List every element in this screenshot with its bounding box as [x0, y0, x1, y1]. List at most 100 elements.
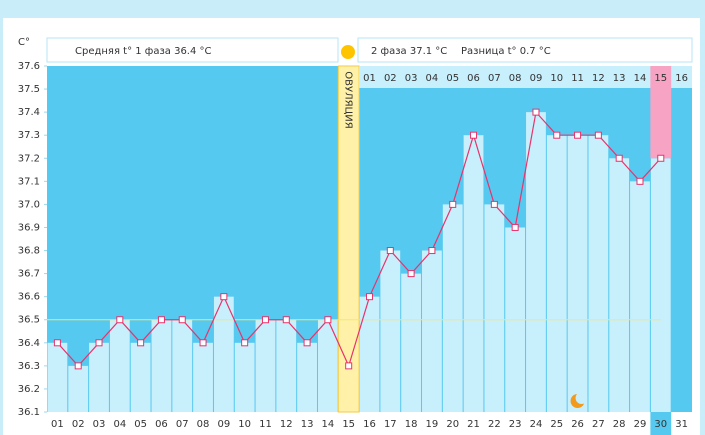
phase2-label-highlight	[650, 66, 672, 88]
column-bar	[130, 342, 151, 412]
point-marker	[95, 339, 103, 347]
phase1-text: Средняя t° 1 фаза 36.4 °C	[75, 46, 212, 57]
point-marker	[241, 339, 249, 347]
point-marker	[449, 200, 457, 208]
x-label-highlight	[650, 412, 672, 435]
highlight-block	[650, 66, 672, 159]
y-axis-label: C°	[18, 37, 30, 48]
y-tick-label: 36.3	[18, 361, 40, 372]
point-marker	[178, 316, 186, 324]
ovulation-column	[337, 65, 360, 413]
point-marker	[407, 270, 415, 278]
phase2-label: 06	[467, 73, 480, 84]
column-bar	[234, 342, 255, 412]
point-marker	[636, 177, 644, 185]
x-tick-label: 21	[467, 419, 480, 430]
difference-text: Разница t° 0.7 °C	[461, 46, 551, 57]
x-tick-label: 09	[217, 419, 230, 430]
column-bar	[109, 319, 130, 412]
point-marker	[220, 293, 228, 301]
column-bar	[442, 204, 463, 412]
x-tick-label: 26	[571, 419, 584, 430]
x-tick-label: 24	[530, 419, 543, 430]
point-marker	[553, 131, 561, 139]
y-tick-label: 37.1	[18, 176, 40, 187]
phase2-label: 04	[426, 73, 439, 84]
point-marker	[532, 108, 540, 116]
column-bar	[609, 158, 630, 412]
column-bar	[47, 342, 68, 412]
phase2-label: 01	[363, 73, 376, 84]
x-tick-label: 03	[93, 419, 106, 430]
phase2-text: 2 фаза 37.1 °C	[371, 46, 447, 57]
point-marker	[574, 131, 582, 139]
y-tick-label: 36.6	[18, 292, 40, 303]
column-bar	[650, 158, 671, 412]
column-bar	[463, 135, 484, 412]
x-tick-label: 23	[509, 419, 522, 430]
phase1-box	[46, 37, 339, 63]
point-marker	[157, 316, 165, 324]
phase2-label: 09	[530, 73, 543, 84]
x-tick-label: 07	[176, 419, 189, 430]
phase2-label: 16	[675, 73, 688, 84]
point-marker	[511, 223, 519, 231]
column-bar	[546, 135, 567, 412]
x-tick-label: 29	[634, 419, 647, 430]
column-bar	[422, 250, 442, 412]
x-tick-label: 12	[280, 419, 293, 430]
column-bar	[213, 296, 234, 412]
x-tick-label: 02	[72, 419, 85, 430]
x-tick-label: 20	[446, 419, 459, 430]
column-bar	[567, 135, 588, 412]
x-tick-label: 17	[384, 419, 397, 430]
column-bar	[630, 181, 650, 412]
sun-icon	[341, 45, 355, 59]
column-bar	[276, 319, 297, 412]
y-tick-label: 37.0	[18, 199, 40, 210]
point-marker	[261, 316, 269, 324]
y-tick-label: 36.9	[18, 222, 40, 233]
x-tick-label: 18	[405, 419, 418, 430]
x-tick-label: 14	[322, 419, 335, 430]
y-tick-label: 36.1	[18, 407, 40, 418]
column-bar	[526, 112, 546, 412]
y-tick-label: 36.7	[18, 269, 40, 280]
point-marker	[428, 247, 436, 255]
column-bar	[151, 319, 172, 412]
phase2-label: 02	[384, 73, 397, 84]
phase2-label: 07	[488, 73, 501, 84]
column-bar	[484, 204, 505, 412]
x-tick-label: 04	[113, 419, 126, 430]
point-marker	[386, 247, 394, 255]
y-tick-label: 36.4	[18, 338, 40, 349]
y-tick-label: 37.3	[18, 130, 40, 141]
x-tick-label: 22	[488, 419, 501, 430]
x-tick-label: 28	[613, 419, 626, 430]
x-tick-label: 31	[675, 419, 688, 430]
moon-cutout	[575, 392, 588, 404]
column-bar	[193, 342, 213, 412]
y-tick-label: 36.5	[18, 315, 40, 326]
point-marker	[53, 339, 61, 347]
column-bar	[68, 365, 89, 412]
column-bar	[588, 135, 609, 412]
column-bar	[89, 342, 109, 412]
y-tick-label: 37.6	[18, 61, 40, 72]
point-marker	[490, 200, 498, 208]
phase2-box	[357, 37, 693, 63]
column-bar	[380, 250, 401, 412]
x-tick-label: 01	[51, 419, 64, 430]
column-bar	[255, 319, 276, 412]
point-marker	[137, 339, 145, 347]
x-tick-label: 25	[550, 419, 563, 430]
y-tick-label: 37.5	[18, 84, 40, 95]
phase2-label: 10	[550, 73, 563, 84]
phase2-label: 12	[592, 73, 605, 84]
y-tick-label: 36.8	[18, 246, 40, 257]
point-marker	[116, 316, 124, 324]
column-bar	[297, 342, 317, 412]
point-marker	[282, 316, 290, 324]
